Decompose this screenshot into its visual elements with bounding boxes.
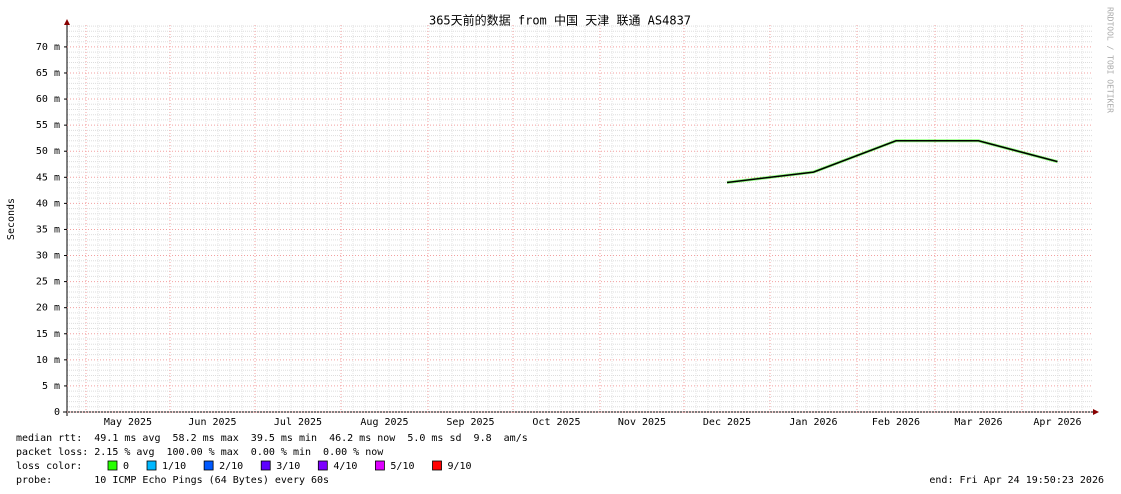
x-tick-label: Nov 2025: [618, 417, 666, 428]
x-tick-label: Jul 2025: [274, 417, 322, 428]
x-tick-label: Aug 2025: [360, 417, 408, 428]
chart-title: 365天前的数据 from 中国 天津 联通 AS4837: [429, 13, 691, 28]
axis-arrow: [64, 19, 70, 25]
minor-grid: [67, 25, 1093, 412]
y-tick-label: 70 m: [36, 42, 60, 53]
loss-color-entry: 2/10: [219, 461, 243, 472]
loss-color-entry: 9/10: [448, 461, 472, 472]
y-tick-label: 45 m: [36, 172, 60, 183]
y-axis-label: Seconds: [6, 198, 17, 240]
x-tick-label: Apr 2026: [1033, 417, 1081, 428]
probe: probe: 10 ICMP Echo Pings (64 Bytes) eve…: [16, 475, 329, 486]
loss-swatch: [317, 460, 328, 471]
y-tick-label: 15 m: [36, 329, 60, 340]
end-time: end: Fri Apr 24 19:50:23 2026: [929, 475, 1104, 486]
x-tick-label: Feb 2026: [872, 417, 920, 428]
y-tick-label: 40 m: [36, 198, 60, 209]
y-tick-label: 50 m: [36, 146, 60, 157]
x-tick-label: Oct 2025: [532, 417, 580, 428]
y-tick-label: 5 m: [42, 381, 60, 392]
loss-color-label: loss color:: [16, 461, 82, 472]
loss-swatch: [260, 460, 271, 471]
watermark: RRDTOOL / TOBI OETIKER: [1106, 7, 1115, 113]
loss-swatch: [146, 460, 157, 471]
y-tick-label: 60 m: [36, 94, 60, 105]
loss-swatch: [432, 460, 442, 471]
x-tick-label: Dec 2025: [703, 417, 751, 428]
loss-color-entry: 3/10: [276, 461, 300, 472]
x-tick-label: Sep 2025: [446, 417, 494, 428]
series-line: [726, 140, 1058, 184]
y-tick-label: 65 m: [36, 68, 60, 79]
loss-swatch: [375, 460, 385, 471]
loss-swatch: [203, 460, 214, 471]
stats-row: median rtt: 49.1 ms avg 58.2 ms max 39.5…: [16, 433, 528, 444]
loss-color-entry: 5/10: [390, 461, 414, 472]
y-tick-label: 20 m: [36, 303, 60, 314]
axis-arrow: [1093, 409, 1099, 415]
y-tick-label: 35 m: [36, 224, 60, 235]
y-tick-label: 25 m: [36, 277, 60, 288]
stats-row: packet loss: 2.15 % avg 100.00 % max 0.0…: [16, 447, 384, 458]
y-tick-label: 10 m: [36, 355, 60, 366]
x-tick-label: Mar 2026: [954, 417, 1002, 428]
x-tick-label: Jan 2026: [789, 417, 837, 428]
y-tick-label: 55 m: [36, 120, 60, 131]
y-tick-label: 0: [54, 407, 60, 418]
x-tick-label: May 2025: [104, 417, 152, 428]
loss-color-entry: 1/10: [162, 461, 186, 472]
loss-color-entry: 0: [123, 461, 129, 472]
loss-swatch: [107, 460, 118, 471]
x-tick-label: Jun 2025: [188, 417, 236, 428]
loss-color-entry: 4/10: [333, 461, 357, 472]
y-tick-label: 30 m: [36, 251, 60, 262]
